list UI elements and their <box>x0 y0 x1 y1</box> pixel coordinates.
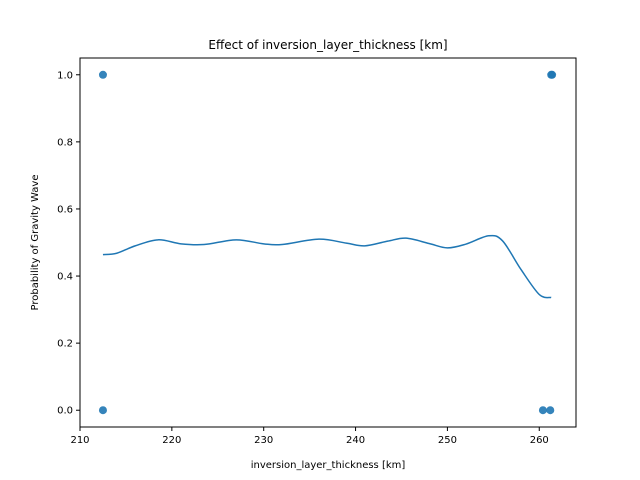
x-axis-label: inversion_layer_thickness [km] <box>251 460 406 471</box>
x-tick-label: 210 <box>70 435 89 446</box>
plot-area <box>98 70 557 415</box>
x-tick-label: 250 <box>438 435 457 446</box>
scatter-point <box>98 406 107 415</box>
probability-curve <box>102 234 552 299</box>
scatter-point <box>547 70 556 79</box>
x-tick-label: 240 <box>346 435 365 446</box>
y-tick-label: 0.6 <box>57 204 73 215</box>
y-tick-label: 0.2 <box>57 339 73 350</box>
scatter-point <box>98 70 107 79</box>
plot-frame <box>79 57 577 428</box>
y-tick-label: 0.8 <box>57 137 73 148</box>
x-tick-label: 230 <box>254 435 273 446</box>
chart-title: Effect of inversion_layer_thickness [km] <box>208 38 447 52</box>
y-tick-label: 1.0 <box>57 70 73 81</box>
y-axis: 0.0 0.2 0.4 0.6 0.8 1.0 <box>57 70 80 417</box>
scatter-point <box>538 406 547 415</box>
x-tick-label: 260 <box>530 435 549 446</box>
y-tick-label: 0.0 <box>57 406 73 417</box>
x-axis: 210 220 230 240 250 260 <box>70 427 549 446</box>
y-axis-label: Probability of Gravity Wave <box>30 174 41 310</box>
y-tick-label: 0.4 <box>57 272 73 283</box>
x-tick-label: 220 <box>162 435 181 446</box>
scatter-point <box>546 406 555 415</box>
